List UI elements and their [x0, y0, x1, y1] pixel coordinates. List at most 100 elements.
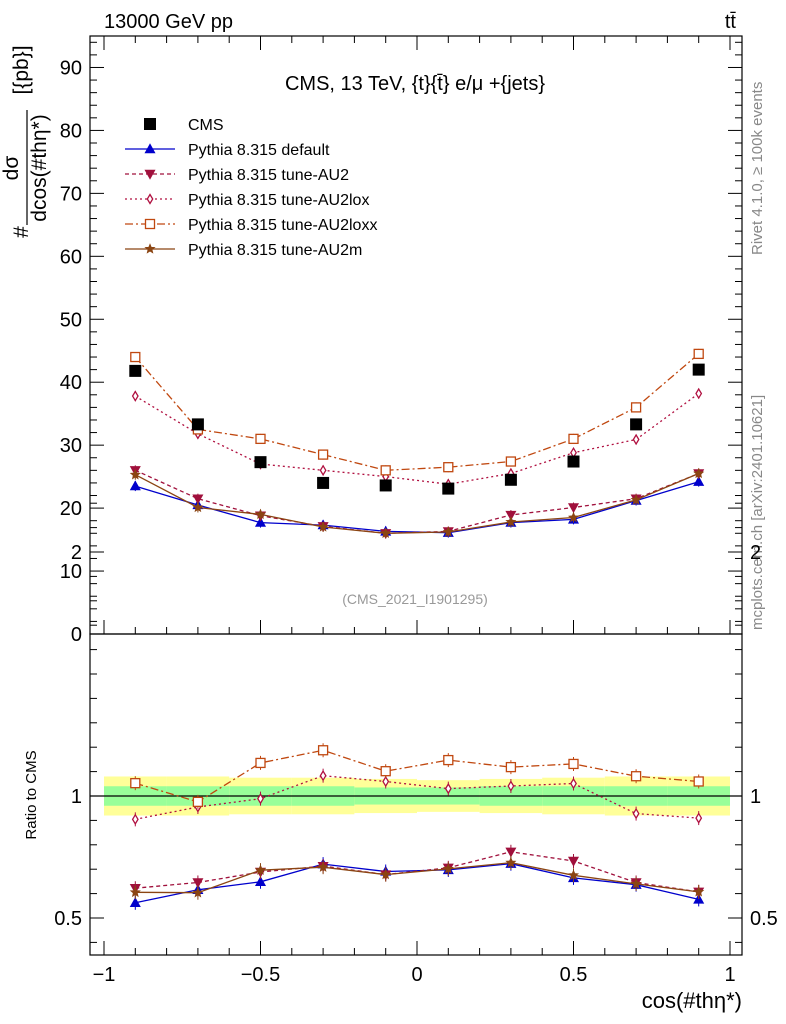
x-axis-label: cos(#thη*): [642, 988, 742, 1013]
series-3: [130, 348, 704, 476]
ratio-point: [693, 776, 704, 787]
data-point: [568, 433, 579, 445]
legend-entry: CMS: [144, 117, 224, 134]
data-point: [567, 511, 580, 523]
data-point: [254, 508, 267, 520]
ratio-tick-label-right: 0.5: [750, 908, 778, 930]
ratio-point: [443, 754, 454, 766]
ratio-point: [255, 757, 266, 769]
y-tick-label: 70: [60, 183, 82, 205]
data-point: [131, 390, 139, 402]
ratio-point: [129, 886, 141, 898]
data-point: [192, 494, 204, 505]
ratio-point: [129, 897, 141, 908]
cms-data-point: [692, 363, 705, 376]
ratio-point: [567, 856, 580, 867]
series-line: [135, 469, 699, 534]
ratio-point: [695, 812, 703, 824]
series-0: [129, 475, 705, 538]
ratio-point: [254, 864, 267, 875]
data-point: [505, 510, 517, 521]
ratio-point: [505, 761, 517, 773]
legend-marker: [144, 243, 156, 254]
ratio-point: [630, 771, 642, 782]
data-point: [129, 468, 141, 480]
legend-marker: [144, 143, 156, 154]
data-point: [505, 516, 517, 527]
ratio-point: [505, 856, 517, 868]
series-4: [129, 467, 705, 539]
ratio-panel: 0.5 0.5 1 1 2 2 −1 −0.5 0 0.5 1 Ratio to CMS cos(#…: [23, 502, 778, 1013]
ratio-point: [442, 863, 454, 874]
y-tick-label: 50: [60, 309, 82, 331]
ratio-line: [135, 862, 699, 894]
ratio-point: [317, 861, 329, 872]
ylabel-prefix: #: [10, 226, 33, 238]
ratio-point: [257, 792, 264, 805]
ratio-point: [505, 847, 517, 858]
series-line: [135, 481, 699, 534]
ratio-point: [507, 780, 515, 792]
series-line: [134, 472, 699, 534]
process-label: tt̄: [725, 11, 737, 33]
data-point: [567, 503, 580, 514]
legend-entry: Pythia 8.315 tune-AU2m: [125, 242, 362, 259]
ratio-frame: [89, 633, 743, 956]
ratio-point: [317, 745, 329, 756]
cms-data-point: [129, 364, 142, 377]
ratio-series-0: [129, 856, 705, 910]
cms-data-point: [504, 473, 517, 486]
data-point: [129, 480, 141, 491]
data-point: [192, 501, 204, 513]
data-point: [317, 449, 329, 460]
ratio-point: [382, 775, 390, 788]
data-point: [255, 433, 266, 445]
x-tick-label: 0.5: [560, 964, 588, 986]
legend-label: Pythia 8.315 tune-AU2loxx: [188, 217, 377, 234]
main-panel: 0 10 20 30 40 50 60 70 80 90 CMS, 13 TeV, {t}{t̄}…: [0, 35, 743, 646]
ratio-point: [130, 778, 141, 789]
ratio-point: [630, 878, 642, 889]
ylabel-denominator: dcos(#thη*): [28, 114, 51, 221]
y-tick-label: 30: [60, 435, 82, 457]
ratio-point: [444, 782, 452, 795]
chart-title: CMS, 13 TeV, {t}{t̄} e/μ +{jets}: [285, 73, 545, 95]
ratio-series-2: [131, 768, 703, 827]
y-tick-label: 90: [60, 57, 82, 79]
ratio-tick-label: 2: [71, 542, 82, 564]
data-point: [317, 521, 329, 532]
x-tick-label: −0.5: [241, 964, 280, 986]
energy-label: 13000 GeV pp: [104, 11, 233, 33]
ratio-point: [319, 769, 327, 782]
legend-label: Pythia 8.315 tune-AU2: [188, 167, 349, 184]
legend-label: Pythia 8.315 default: [188, 142, 330, 159]
y-tick-label: 80: [60, 120, 82, 142]
cms-data-point: [254, 456, 267, 469]
legend-marker: [144, 118, 156, 130]
ylabel-unit: [{pb}]: [10, 45, 33, 94]
data-point: [505, 456, 517, 467]
ratio-ylabel: Ratio to CMS: [23, 750, 40, 839]
ratio-point: [254, 876, 267, 887]
ratio-point: [380, 868, 392, 880]
cms-data-point: [567, 455, 580, 468]
ratio-line: [135, 863, 699, 904]
data-point: [632, 433, 640, 446]
data-point: [693, 348, 704, 360]
y-tick-label: 0: [71, 624, 82, 646]
ratio-tick-label: 0.5: [54, 908, 82, 930]
series-line: [134, 353, 700, 471]
ratio-series-4: [129, 855, 705, 900]
legend-label: CMS: [188, 117, 224, 134]
series-2: [131, 387, 703, 490]
ratio-line: [135, 749, 699, 803]
legend-entry: Pythia 8.315 default: [125, 142, 330, 159]
data-point: [254, 516, 267, 527]
y-axis-label: # dσ dcos(#thη*) [{pb}]: [0, 45, 51, 237]
ratio-point: [693, 893, 705, 904]
x-tick-label: 0: [411, 964, 422, 986]
data-point: [380, 465, 391, 476]
y-tick-label: 60: [60, 246, 82, 268]
legend-label: Pythia 8.315 tune-AU2lox: [188, 192, 369, 209]
